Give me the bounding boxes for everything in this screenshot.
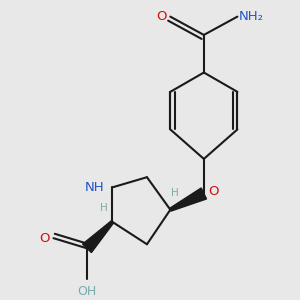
Polygon shape — [170, 188, 206, 211]
Text: NH: NH — [84, 181, 104, 194]
Text: O: O — [156, 10, 166, 23]
Polygon shape — [82, 221, 113, 253]
Text: H: H — [170, 188, 178, 199]
Text: O: O — [39, 232, 50, 245]
Text: H: H — [100, 203, 108, 213]
Text: O: O — [208, 185, 218, 198]
Text: NH₂: NH₂ — [239, 10, 264, 23]
Text: OH: OH — [77, 284, 97, 298]
